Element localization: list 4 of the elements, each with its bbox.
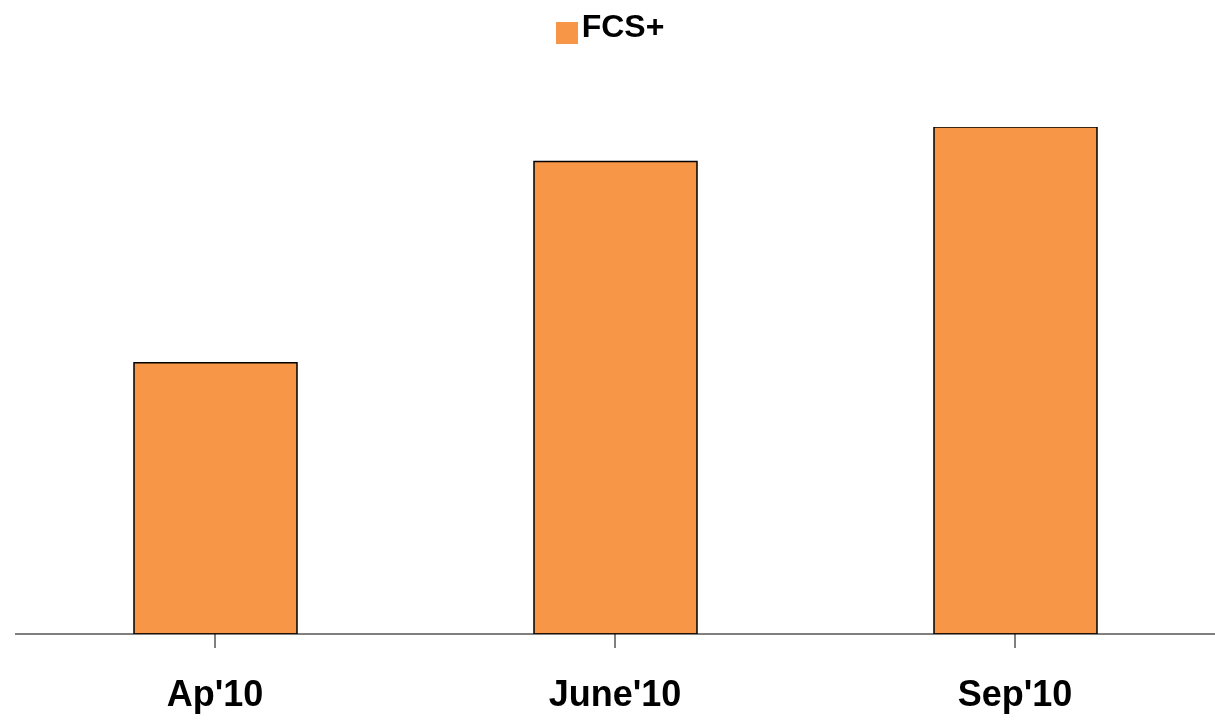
x-tick-label: Sep'10 — [957, 672, 1073, 714]
x-tick-label: June'10 — [548, 672, 682, 714]
x-tick-label: Ap'10 — [166, 672, 264, 714]
legend-label: FCS+ — [581, 8, 665, 44]
